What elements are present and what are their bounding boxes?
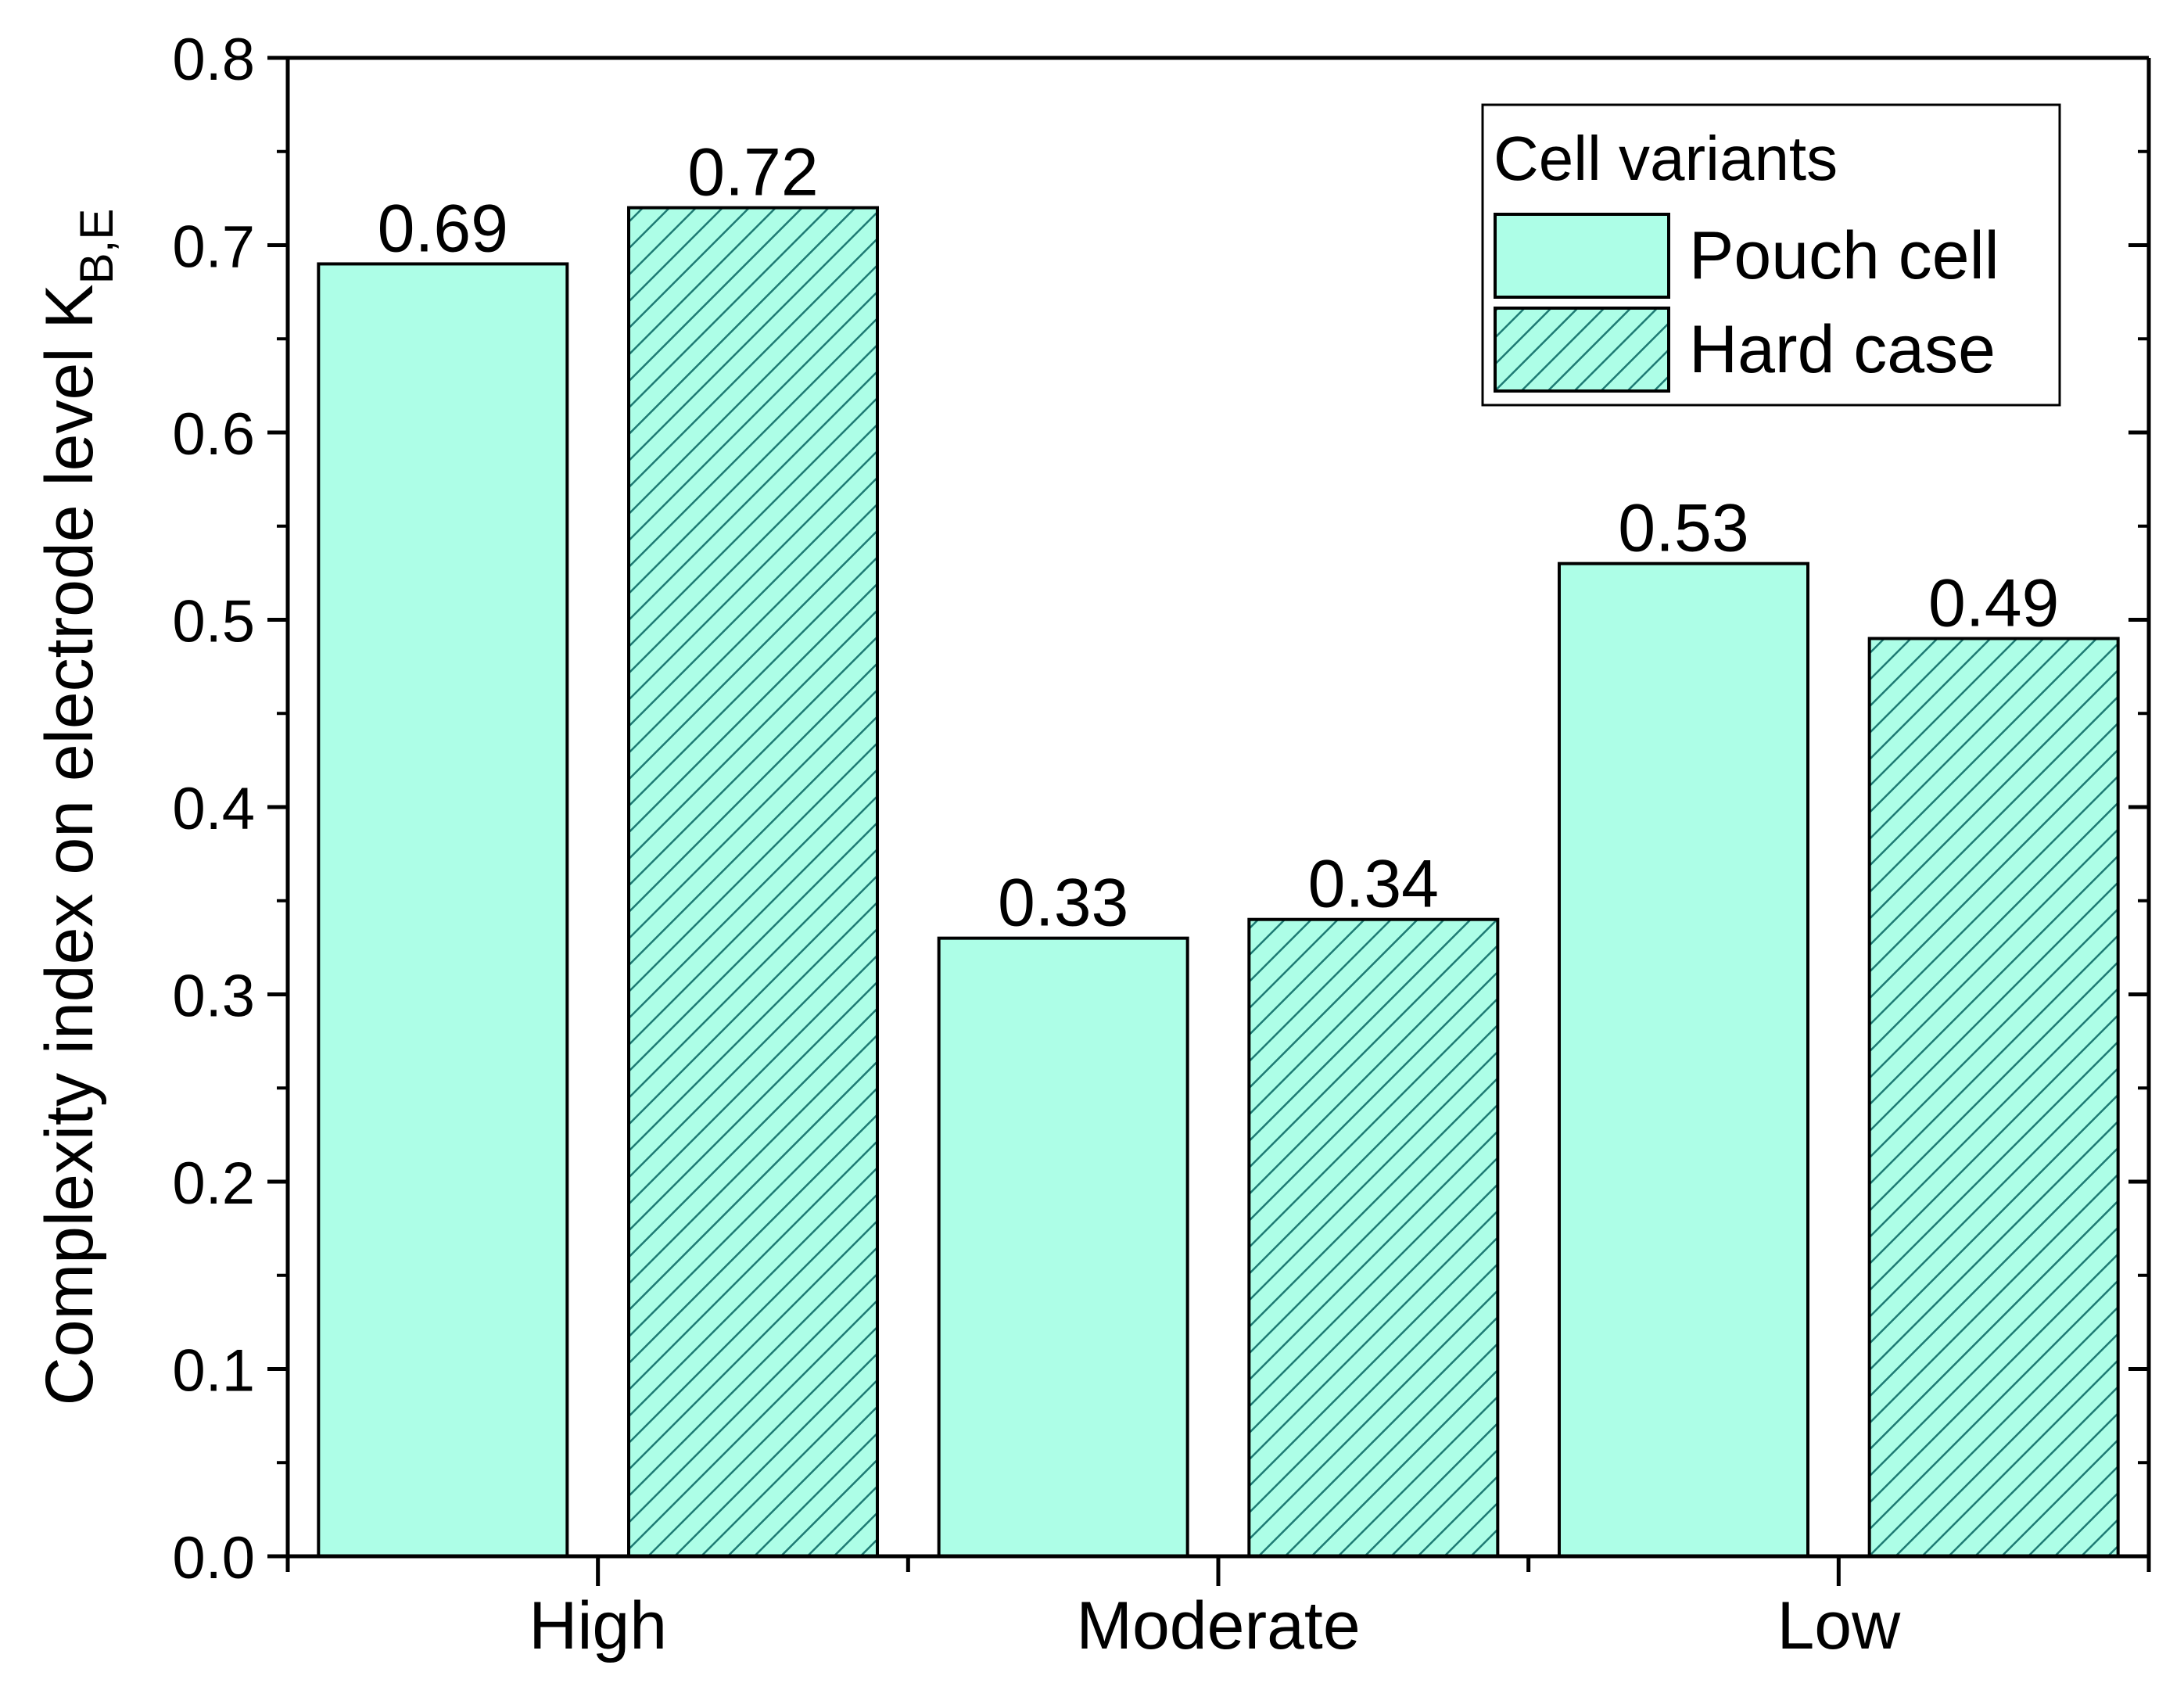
y-tick-label: 0.5 bbox=[172, 589, 255, 655]
y-tick-label: 0.3 bbox=[172, 963, 255, 1030]
legend-label: Hard case bbox=[1689, 312, 1996, 387]
y-tick-label: 0.0 bbox=[172, 1525, 255, 1591]
bar-hard-case-low bbox=[1867, 637, 2120, 1559]
bar-pouch-cell-moderate bbox=[937, 936, 1189, 1558]
y-axis-label-subscript: B,E bbox=[70, 209, 123, 285]
data-label: 0.69 bbox=[378, 191, 508, 266]
labels-layer: 0.69 0.33 0.53 0.72 0.34 0.49 bbox=[378, 135, 2060, 941]
data-label: 0.33 bbox=[998, 866, 1128, 941]
y-tick-label: 0.8 bbox=[172, 27, 255, 93]
y-axis-label: Complexity index on electrode level KB,E bbox=[32, 209, 123, 1406]
y-tick-label: 0.7 bbox=[172, 214, 255, 281]
data-label: 0.34 bbox=[1308, 847, 1439, 922]
x-tick-label: High bbox=[529, 1588, 667, 1663]
y-tick-label: 0.1 bbox=[172, 1338, 255, 1405]
data-label: 0.53 bbox=[1618, 491, 1748, 566]
bar-pouch-cell-high bbox=[317, 262, 569, 1559]
data-label: 0.49 bbox=[1928, 565, 2059, 640]
bar-pouch-cell-low bbox=[1558, 562, 1809, 1558]
x-tick-label: Low bbox=[1777, 1588, 1901, 1663]
y-tick-label: 0.6 bbox=[172, 401, 255, 468]
legend-swatch-pouch-cell bbox=[1494, 213, 1670, 299]
y-tick-label: 0.2 bbox=[172, 1150, 255, 1217]
legend: Cell variants Pouch cell Hard case bbox=[1481, 103, 2061, 407]
legend-title: Cell variants bbox=[1494, 124, 1838, 193]
x-tick-label: Moderate bbox=[1076, 1588, 1360, 1663]
data-label: 0.72 bbox=[687, 135, 818, 210]
y-tick-label: 0.4 bbox=[172, 776, 255, 842]
bars-layer bbox=[317, 206, 2120, 1559]
legend-label: Pouch cell bbox=[1689, 218, 1999, 293]
axes-layer: 0.0 0.1 0.2 0.3 0.4 0.5 0.6 0.7 0.8 High Moderate L… bbox=[32, 27, 2151, 1663]
bar-hard-case-moderate bbox=[1247, 917, 1500, 1558]
bar-hard-case-high bbox=[627, 206, 879, 1559]
y-axis-label-main: Complexity index on electrode level K bbox=[32, 284, 107, 1405]
legend-swatch-hard-case bbox=[1494, 307, 1670, 393]
